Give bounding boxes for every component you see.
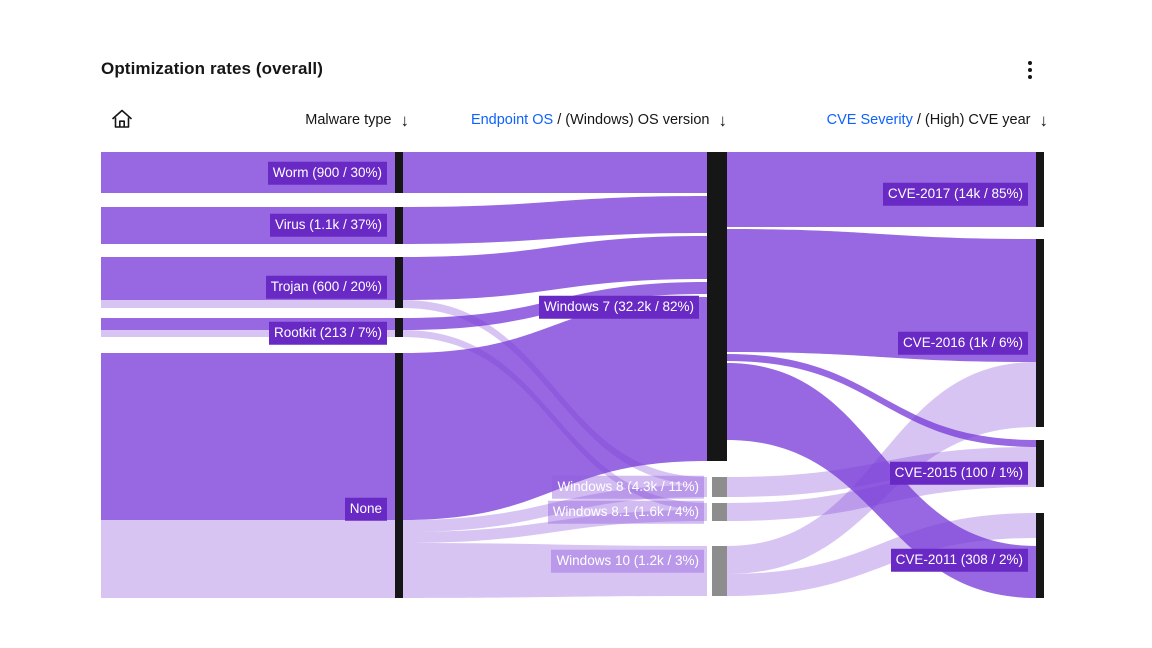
column-header-os-version: Endpoint OS / (Windows) OS version ↓ (471, 108, 727, 132)
page-title: Optimization rates (overall) (101, 59, 323, 78)
flow-root-to-none[interactable] (101, 520, 395, 598)
node-bar-win10[interactable] (712, 546, 727, 596)
node-label-cve2016[interactable]: CVE-2016 (1k / 6%) (897, 331, 1028, 355)
node-bar-win7[interactable] (707, 152, 727, 461)
node-bar-none[interactable] (395, 353, 403, 598)
column-header-malware-type: Malware type ↓ (305, 108, 409, 132)
flow-root-to-trojan[interactable] (101, 300, 395, 308)
flow-win7-to-cve2016[interactable] (727, 229, 1036, 362)
sort-descending-icon[interactable]: ↓ (400, 110, 410, 130)
flow-win7-to-cve2011[interactable] (727, 363, 1036, 598)
column-header-text: Endpoint OS / (Windows) OS version (470, 112, 710, 128)
flow-rootkit-to-win81[interactable] (403, 330, 707, 510)
flow-trojan-to-win7[interactable] (403, 236, 707, 300)
column-header-text: Malware type (305, 112, 392, 128)
node-bar-rootkit[interactable] (395, 318, 403, 337)
node-label-virus[interactable]: Virus (1.1k / 37%) (269, 213, 387, 237)
hierarchy-link[interactable]: CVE Severity (826, 112, 913, 128)
flow-virus-to-win7[interactable] (403, 196, 707, 244)
sort-descending-icon[interactable]: ↓ (1039, 110, 1049, 130)
node-label-cve2017[interactable]: CVE-2017 (14k / 85%) (882, 182, 1028, 206)
node-bar-cve2016[interactable] (1036, 239, 1044, 427)
column-header-cve-year: CVE Severity / (High) CVE year ↓ (827, 108, 1048, 132)
node-label-cve2011[interactable]: CVE-2011 (308 / 2%) (890, 548, 1028, 572)
flow-win7-to-cve2017[interactable] (727, 152, 1036, 227)
column-header-text: CVE Severity / (High) CVE year (826, 112, 1031, 128)
node-label-win7[interactable]: Windows 7 (32.2k / 82%) (538, 295, 699, 319)
flow-root-to-none[interactable] (101, 353, 395, 520)
node-bar-worm[interactable] (395, 152, 403, 193)
overflow-menu-icon[interactable] (1022, 58, 1038, 82)
node-label-win81[interactable]: Windows 8.1 (1.6k / 4%) (547, 500, 704, 524)
node-bar-win8[interactable] (712, 477, 727, 497)
hierarchy-link[interactable]: Endpoint OS (470, 112, 554, 128)
node-bar-cve2015[interactable] (1036, 440, 1044, 487)
node-label-win8[interactable]: Windows 8 (4.3k / 11%) (552, 475, 704, 499)
flow-trojan-to-win8[interactable] (403, 300, 707, 485)
node-bar-virus[interactable] (395, 207, 403, 244)
node-bar-cve2017[interactable] (1036, 152, 1044, 227)
flow-worm-to-win7[interactable] (403, 152, 707, 193)
node-bar-cve2011[interactable] (1036, 513, 1044, 598)
node-label-trojan[interactable]: Trojan (600 / 20%) (265, 275, 387, 299)
node-label-none[interactable]: None (344, 497, 387, 521)
node-bar-trojan[interactable] (395, 257, 403, 308)
flow-none-to-win81[interactable] (403, 510, 707, 543)
node-label-rootkit[interactable]: Rootkit (213 / 7%) (268, 321, 387, 345)
flow-none-to-win10[interactable] (403, 543, 707, 598)
node-label-win10[interactable]: Windows 10 (1.2k / 3%) (551, 549, 704, 573)
node-bar-win81[interactable] (712, 503, 727, 521)
home-icon[interactable] (109, 106, 135, 132)
flow-none-to-win8[interactable] (403, 485, 707, 532)
flow-win7-to-cve2015[interactable] (727, 354, 1036, 447)
flow-none-to-win7[interactable] (403, 297, 707, 520)
node-label-cve2015[interactable]: CVE-2015 (100 / 1%) (889, 461, 1028, 485)
sort-descending-icon[interactable]: ↓ (718, 110, 728, 130)
node-label-worm[interactable]: Worm (900 / 30%) (267, 161, 387, 185)
